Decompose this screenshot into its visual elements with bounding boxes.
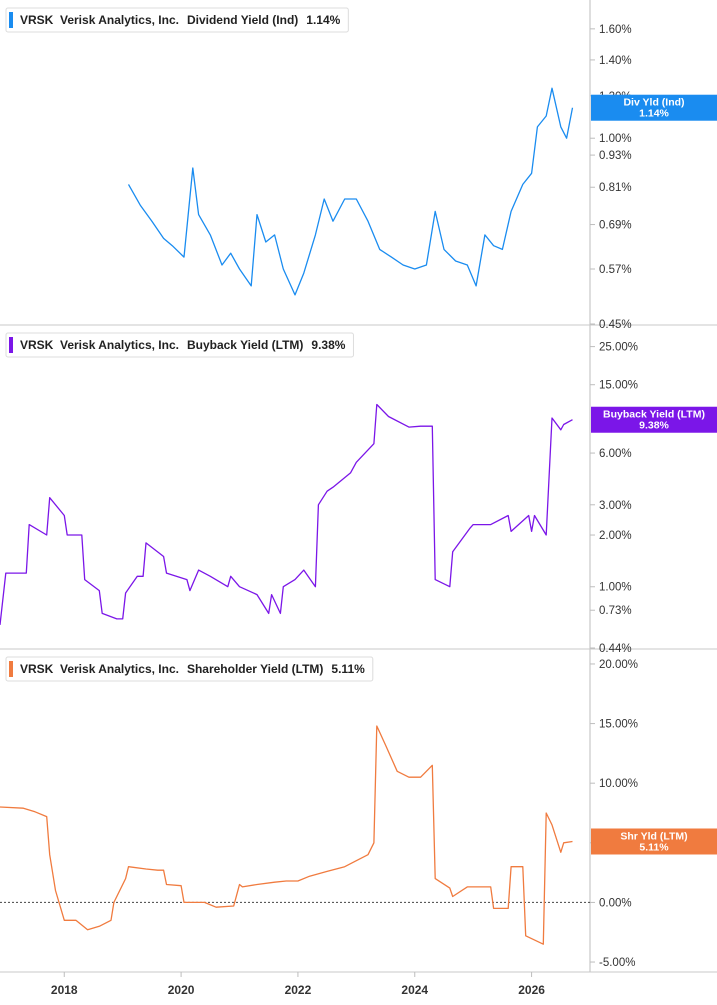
y-tick-label: 2.00% <box>599 530 632 542</box>
y-tick-label: 1.60% <box>599 24 632 36</box>
legend-value: 9.38% <box>311 338 345 352</box>
y-tick-label: 0.81% <box>599 182 632 194</box>
legend-company: Verisk Analytics, Inc. <box>60 338 179 352</box>
y-tick-label: 25.00% <box>599 342 638 354</box>
legend-metric: Shareholder Yield (LTM) <box>187 662 323 676</box>
value-tag-value: 9.38% <box>639 420 669 432</box>
y-tick-label: 15.00% <box>599 380 638 392</box>
x-tick-label: 2020 <box>168 983 195 997</box>
value-tag-value: 1.14% <box>639 108 669 120</box>
y-tick-label: 0.73% <box>599 605 632 617</box>
y-tick-label: -5.00% <box>599 957 635 969</box>
y-tick-label: 10.00% <box>599 778 638 790</box>
y-tick-label: 15.00% <box>599 719 638 731</box>
y-tick-label: 0.00% <box>599 897 632 909</box>
y-tick-label: 0.44% <box>599 643 632 655</box>
legend-box <box>5 332 354 358</box>
x-tick-label: 2024 <box>401 983 428 997</box>
legend-ticker: VRSK <box>20 662 54 676</box>
x-tick-label: 2022 <box>285 983 312 997</box>
series-line-0 <box>127 87 574 296</box>
legend-metric: Dividend Yield (Ind) <box>187 13 298 27</box>
value-tag-label: Div Yld (Ind) <box>623 97 684 109</box>
value-tag-label: Shr Yld (LTM) <box>620 830 687 842</box>
legend-value: 5.11% <box>331 662 365 676</box>
y-tick-label: 0.57% <box>599 264 632 276</box>
legend-value: 1.14% <box>306 13 340 27</box>
y-tick-label: 0.69% <box>599 220 632 232</box>
x-tick-label: 2018 <box>51 983 78 997</box>
legend-swatch <box>9 337 13 353</box>
y-tick-label: 0.45% <box>599 319 632 331</box>
value-tag <box>591 828 717 855</box>
y-tick-label: 1.00% <box>599 582 632 594</box>
value-tag <box>591 94 717 121</box>
y-tick-label: 1.40% <box>599 55 632 67</box>
series-line-1 <box>0 403 573 625</box>
legend-box <box>5 656 374 682</box>
y-tick-label: 6.00% <box>599 448 632 460</box>
value-tag <box>591 406 717 433</box>
legend-company: Verisk Analytics, Inc. <box>60 662 179 676</box>
legend-ticker: VRSK <box>20 13 54 27</box>
y-tick-label: 0.93% <box>599 150 632 162</box>
legend-box <box>5 7 349 33</box>
legend-company: Verisk Analytics, Inc. <box>60 13 179 27</box>
y-tick-label: 3.00% <box>599 500 632 512</box>
value-tag-label: Buyback Yield (LTM) <box>603 409 705 421</box>
legend-swatch <box>9 12 13 28</box>
x-tick-label: 2026 <box>518 983 545 997</box>
legend-ticker: VRSK <box>20 338 54 352</box>
legend-metric: Buyback Yield (LTM) <box>187 338 303 352</box>
y-tick-label: 20.00% <box>599 659 638 671</box>
value-tag-value: 5.11% <box>639 841 669 853</box>
legend-swatch <box>9 661 13 677</box>
series-line-2 <box>0 725 573 945</box>
y-tick-label: 1.00% <box>599 133 632 145</box>
